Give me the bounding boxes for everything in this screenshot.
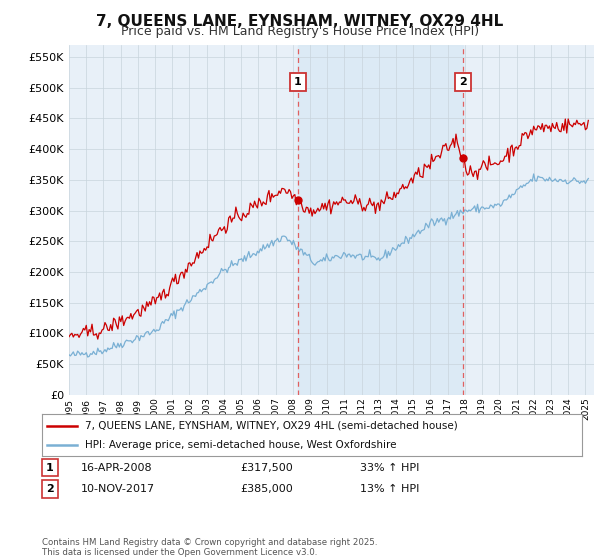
Text: 1: 1 [46, 463, 53, 473]
Text: 2: 2 [46, 484, 53, 494]
Text: 7, QUEENS LANE, EYNSHAM, WITNEY, OX29 4HL (semi-detached house): 7, QUEENS LANE, EYNSHAM, WITNEY, OX29 4H… [85, 421, 458, 431]
Text: 10-NOV-2017: 10-NOV-2017 [81, 484, 155, 494]
Text: 16-APR-2008: 16-APR-2008 [81, 463, 152, 473]
Text: £385,000: £385,000 [240, 484, 293, 494]
Text: Price paid vs. HM Land Registry's House Price Index (HPI): Price paid vs. HM Land Registry's House … [121, 25, 479, 38]
Text: 7, QUEENS LANE, EYNSHAM, WITNEY, OX29 4HL: 7, QUEENS LANE, EYNSHAM, WITNEY, OX29 4H… [97, 14, 503, 29]
Text: 2: 2 [459, 77, 467, 87]
Text: HPI: Average price, semi-detached house, West Oxfordshire: HPI: Average price, semi-detached house,… [85, 440, 397, 450]
Text: 13% ↑ HPI: 13% ↑ HPI [360, 484, 419, 494]
Text: 1: 1 [294, 77, 302, 87]
Text: Contains HM Land Registry data © Crown copyright and database right 2025.
This d: Contains HM Land Registry data © Crown c… [42, 538, 377, 557]
Text: 33% ↑ HPI: 33% ↑ HPI [360, 463, 419, 473]
Text: £317,500: £317,500 [240, 463, 293, 473]
Bar [298, 45, 463, 395]
